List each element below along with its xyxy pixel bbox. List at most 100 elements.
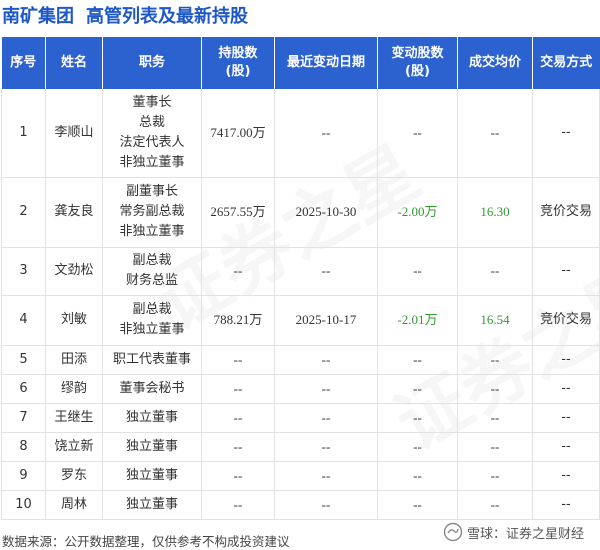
- position-title: 副董事长: [125, 184, 178, 199]
- row-shares: --: [201, 374, 275, 404]
- row-positions: 职工代表董事: [102, 345, 202, 375]
- row-date: --: [274, 403, 378, 433]
- row-positions: 独立董事: [102, 432, 202, 462]
- row-method: --: [532, 374, 600, 404]
- table-row[interactable]: 7 王继生 独立董事 -- -- -- -- --: [1, 403, 600, 433]
- row-price: --: [457, 403, 533, 433]
- company-name: 南矿集团: [2, 6, 74, 26]
- row-index: 6: [1, 374, 46, 404]
- position-title: 法定代表人: [119, 134, 185, 150]
- col-header-change-line2: (股): [405, 64, 430, 79]
- table-row[interactable]: 9 罗东 独立董事 -- -- -- -- --: [1, 461, 600, 491]
- row-positions: 独立董事: [102, 461, 202, 491]
- row-name: 王继生: [45, 403, 103, 433]
- col-header-position[interactable]: 职务: [102, 37, 202, 89]
- position-title: 副总裁: [132, 302, 172, 317]
- table-row[interactable]: 3 文劲松 副总裁 财务总监 -- -- -- -- --: [1, 247, 600, 296]
- col-header-date[interactable]: 最近变动日期: [274, 37, 378, 89]
- col-header-shares-line1: 持股数: [218, 46, 258, 61]
- position-title: 非独立董事: [119, 322, 185, 337]
- row-price: --: [457, 247, 533, 296]
- row-shares: --: [201, 247, 275, 296]
- row-price: --: [457, 374, 533, 404]
- table-header-row: 序号 姓名 职务 持股数 (股) 最近变动日期 变动股数 (股) 成交均价 交易…: [1, 37, 600, 89]
- table-row[interactable]: 5 田添 职工代表董事 -- -- -- -- --: [1, 345, 600, 375]
- row-date: --: [274, 345, 378, 375]
- row-name: 刘敏: [45, 295, 103, 346]
- row-shares: --: [201, 432, 275, 462]
- row-method: --: [532, 403, 600, 433]
- row-index: 2: [1, 177, 46, 248]
- page-title: 高管列表及最新持股: [86, 6, 248, 26]
- row-date: --: [274, 432, 378, 462]
- row-shares: 2657.55万: [201, 177, 275, 248]
- position-title: 财务总监: [125, 273, 178, 288]
- col-header-index[interactable]: 序号: [1, 37, 46, 89]
- row-change: --: [377, 345, 458, 375]
- row-price: --: [457, 89, 533, 178]
- table-row[interactable]: 4 刘敏 副总裁 非独立董事 788.21万 2025-10-17 -2.01万 16.54 竞…: [1, 295, 600, 346]
- table-row[interactable]: 2 龚友良 副董事长 常务副总裁 非独立董事 2657.55万 2025-10-30 -2.0…: [1, 177, 600, 248]
- table-row[interactable]: 1 李顺山 董事长 总裁 法定代表人 非独立董事 7417.00万 -- -- -- --: [1, 89, 600, 178]
- row-change: --: [377, 432, 458, 462]
- col-header-change-line1: 变动股数: [391, 46, 444, 61]
- row-date: --: [274, 490, 378, 520]
- position-title: 非独立董事: [119, 224, 185, 239]
- row-price: --: [457, 490, 533, 520]
- col-header-shares[interactable]: 持股数 (股): [201, 37, 275, 89]
- row-price: 16.30: [457, 177, 533, 248]
- position-title: 独立董事: [125, 496, 178, 512]
- row-positions: 副董事长常务副总裁非独立董事: [102, 177, 202, 248]
- row-index: 5: [1, 345, 46, 375]
- title-bar: 南矿集团 高管列表及最新持股: [0, 0, 600, 30]
- col-header-shares-line2: (股): [225, 64, 251, 79]
- row-method: --: [532, 490, 600, 520]
- table-row[interactable]: 8 饶立新 独立董事 -- -- -- -- --: [1, 432, 600, 462]
- row-date: --: [274, 461, 378, 491]
- row-index: 8: [1, 432, 46, 462]
- table-row[interactable]: 6 缪韵 董事会秘书 -- -- -- -- --: [1, 374, 600, 404]
- row-positions: 董事长 总裁 法定代表人 非独立董事: [102, 89, 202, 178]
- row-date: 2025-10-17: [274, 295, 378, 346]
- row-shares: --: [201, 461, 275, 491]
- row-change: --: [377, 374, 458, 404]
- table-row[interactable]: 10 周林 独立董事 -- -- -- -- --: [1, 490, 600, 520]
- row-shares: 788.21万: [201, 295, 275, 346]
- row-method: 竞价交易: [532, 295, 600, 346]
- position-title: 独立董事: [125, 467, 178, 483]
- footer-logo-text: 雪球：证券之星财经: [466, 525, 584, 541]
- row-name: 文劲松: [45, 247, 103, 296]
- position-title: 独立董事: [125, 438, 178, 454]
- row-index: 9: [1, 461, 46, 491]
- row-index: 1: [1, 89, 46, 178]
- row-method: --: [532, 432, 600, 462]
- position-title: 常务副总裁: [119, 204, 185, 219]
- row-change: -2.01万: [377, 295, 458, 346]
- row-shares: --: [201, 403, 275, 433]
- position-title: 董事会秘书: [119, 380, 185, 396]
- row-change: --: [377, 403, 458, 433]
- row-change: --: [377, 247, 458, 296]
- row-change: -2.00万: [377, 177, 458, 248]
- col-header-change[interactable]: 变动股数 (股): [377, 37, 458, 89]
- col-header-method[interactable]: 交易方式: [532, 37, 600, 89]
- position-title: 副总裁: [132, 253, 172, 268]
- position-title: 职工代表董事: [112, 351, 191, 367]
- snowball-icon: [443, 522, 463, 542]
- row-index: 10: [1, 490, 46, 520]
- row-price: --: [457, 432, 533, 462]
- row-name: 饶立新: [45, 432, 103, 462]
- position-title: 独立董事: [125, 409, 178, 425]
- col-header-name[interactable]: 姓名: [45, 37, 103, 89]
- col-header-price[interactable]: 成交均价: [457, 37, 533, 89]
- row-shares: 7417.00万: [201, 89, 275, 178]
- row-method: 竞价交易: [532, 177, 600, 248]
- position-title: 董事长: [132, 94, 172, 110]
- row-method: --: [532, 247, 600, 296]
- row-date: --: [274, 247, 378, 296]
- position-title: 总裁: [138, 114, 165, 130]
- row-name: 田添: [45, 345, 103, 375]
- row-date: --: [274, 374, 378, 404]
- row-name: 李顺山: [45, 89, 103, 178]
- row-shares: --: [201, 345, 275, 375]
